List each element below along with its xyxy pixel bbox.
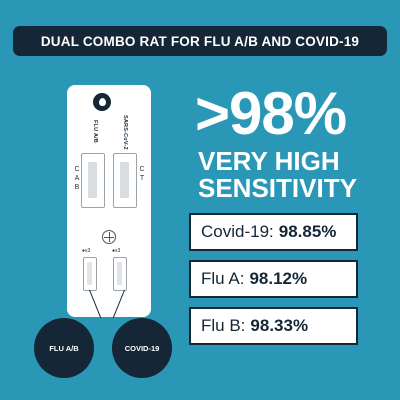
cassette-label-flu: FLU A/B — [92, 120, 98, 143]
result-window-covid — [113, 153, 137, 208]
stat-flu-b-value: 98.33% — [250, 316, 309, 335]
drop-count-right: ●x3 — [112, 248, 121, 254]
stat-covid-label: Covid-19: — [201, 222, 274, 241]
drop-icon — [99, 98, 106, 106]
headline-subtitle: VERY HIGH SENSITIVITY — [198, 148, 357, 202]
stat-flu-b: Flu B: 98.33% — [189, 307, 358, 345]
callout-covid-label: COVID-19 — [124, 343, 160, 353]
banner-title: DUAL COMBO RAT FOR FLU A/B AND COVID-19 — [40, 33, 360, 49]
cassette-label-covid: SARS-CoV-2 — [122, 115, 128, 150]
stat-flu-b-label: Flu B: — [201, 316, 246, 335]
headline-line-2: SENSITIVITY — [198, 173, 357, 203]
test-cassette: FLU A/B SARS-CoV-2 C A B C T ●x3 ●x3 — [67, 85, 151, 317]
crosshair-icon — [102, 230, 116, 244]
stat-covid: Covid-19: 98.85% — [189, 213, 358, 251]
callout-flu-label: FLU A/B — [49, 343, 79, 353]
title-banner: DUAL COMBO RAT FOR FLU A/B AND COVID-19 — [13, 26, 387, 56]
stat-flu-a-value: 98.12% — [249, 269, 308, 288]
result-window-flu — [81, 153, 105, 208]
brand-logo — [93, 93, 111, 111]
stat-flu-a: Flu A: 98.12% — [189, 260, 358, 298]
headline-line-1: VERY HIGH — [198, 146, 340, 176]
sample-well-covid — [113, 257, 127, 291]
callout-flu: FLU A/B — [34, 318, 94, 378]
stat-covid-value: 98.85% — [278, 222, 337, 241]
headline-percent: >98% — [195, 80, 347, 147]
control-test-letters-left: C A B — [74, 166, 80, 191]
control-test-letters-right: C T — [139, 166, 145, 182]
drop-count-left: ●x3 — [82, 248, 91, 254]
sample-well-flu — [83, 257, 97, 291]
callout-covid: COVID-19 — [112, 318, 172, 378]
stat-flu-a-label: Flu A: — [201, 269, 245, 288]
